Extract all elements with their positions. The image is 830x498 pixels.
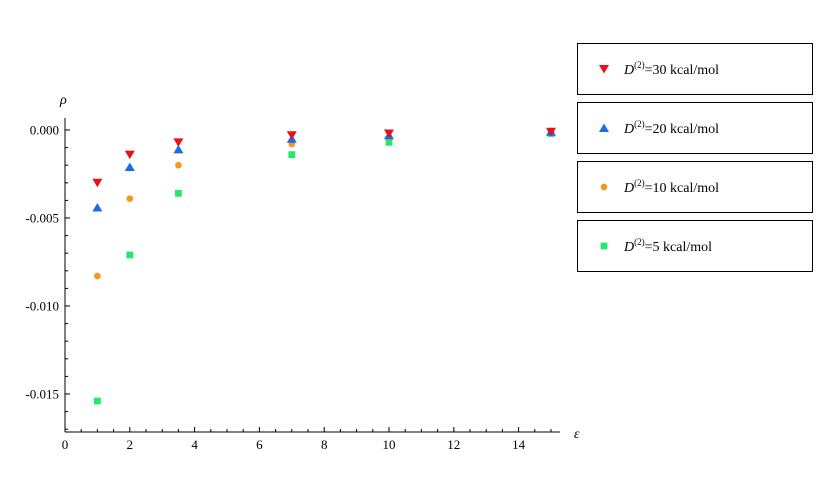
data-point [286,131,297,140]
data-point [384,129,394,139]
legend-marker-shape [600,183,608,191]
data-point [124,162,135,171]
data-point [173,144,184,154]
data-point [124,150,135,160]
legend-marker-shape [600,242,608,250]
legend-label: D(2)=20 kcal/mol [624,119,720,137]
data-point [173,138,184,147]
legend-marker-shape [599,65,609,74]
legend-label: D(2)=10 kcal/mol [624,178,720,196]
x-tick-label: 4 [191,437,198,452]
data-point [126,195,134,202]
data-point [94,397,101,405]
data-point [175,161,182,169]
axes: 0 2 4 6 8 10 12 14 0.000 -0.005 -0.010 -0.015 [25,118,560,452]
x-tick-label: 14 [512,437,526,452]
legend-item: D(2)=30 kcal/mol [577,43,813,95]
y-tick-label: -0.005 [25,211,59,226]
legend-marker [599,123,609,132]
legend-item: D(2)=10 kcal/mol [577,161,813,213]
data-point [92,178,103,188]
data-points [92,127,556,405]
y-tick-label: -0.015 [25,387,59,402]
x-axis-label: ε [574,427,580,442]
legend-item: D(2)=20 kcal/mol [577,102,813,154]
data-point [546,127,556,137]
data-point [126,251,134,259]
legend-marker [600,242,608,250]
y-axis-label: ρ [59,93,67,108]
x-tick-label: 6 [256,437,263,452]
x-tick-label: 0 [62,437,69,452]
x-tick-label: 10 [383,437,396,452]
legend-label: D(2)=5 kcal/mol [624,237,713,255]
data-point [288,151,296,159]
legend-item: D(2)=5 kcal/mol [577,220,813,272]
data-point [92,202,103,212]
legend-label: D(2)=30 kcal/mol [624,60,720,78]
data-point [175,189,182,197]
legend-marker [599,65,609,74]
x-tick-label: 8 [321,437,328,452]
legend-marker-shape [599,123,609,132]
data-point [94,272,101,280]
data-point [385,138,393,146]
y-tick-label: 0.000 [30,123,59,138]
x-tick-label: 12 [447,437,460,452]
legend: D(2)=30 kcal/mol D(2)=20 kcal/mol D(2)=10 … [577,43,813,279]
x-tick-label: 2 [127,437,134,452]
legend-marker [600,183,608,191]
y-tick-label: -0.010 [25,299,59,314]
